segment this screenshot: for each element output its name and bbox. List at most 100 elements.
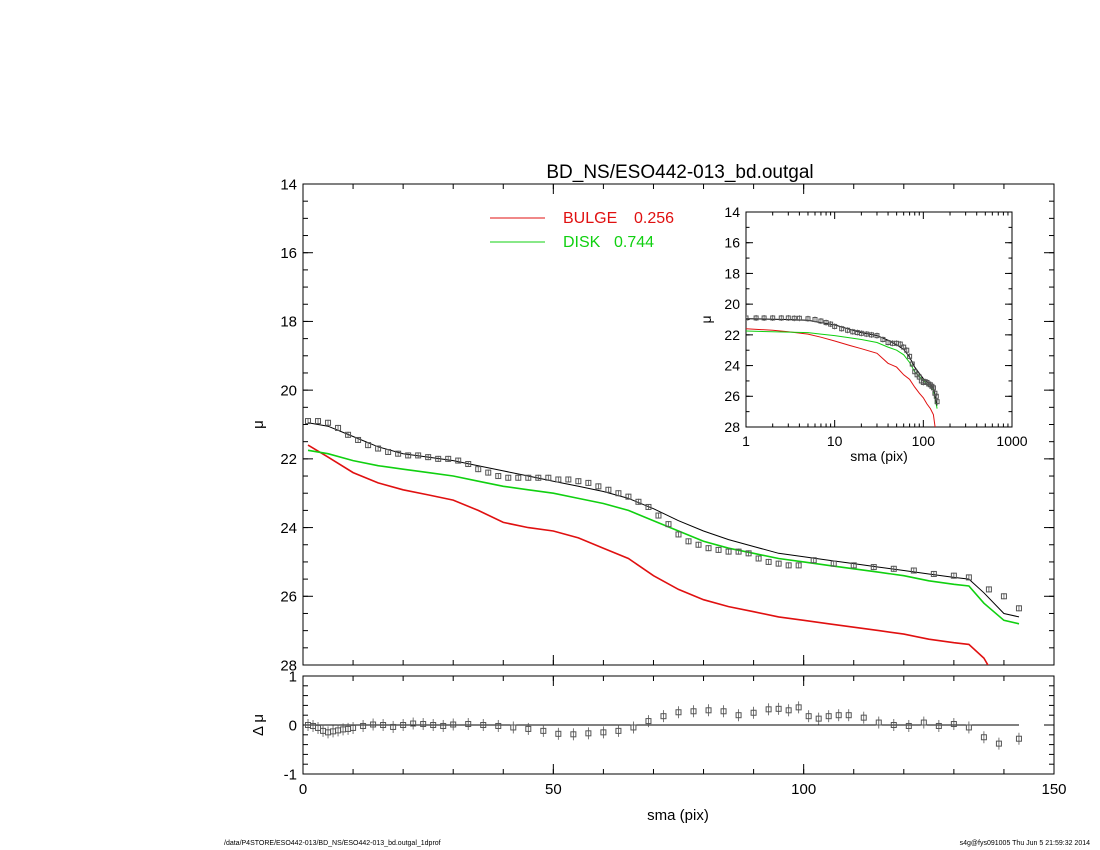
data-point [715, 546, 722, 553]
residual-point [835, 712, 842, 719]
data-point [810, 557, 817, 564]
plot-area [305, 418, 1022, 665]
data-point [985, 586, 992, 593]
plot-area [303, 701, 1022, 750]
data-point [933, 393, 939, 399]
residual-point [615, 727, 622, 734]
data-point [785, 562, 792, 569]
disk-line [307, 449, 1020, 625]
data-point [791, 315, 797, 321]
data-point [585, 479, 592, 486]
data-point [761, 315, 767, 321]
data-point [505, 474, 512, 481]
data-point [705, 545, 712, 552]
data-point [455, 457, 462, 464]
y-tick-label: 16 [280, 245, 297, 262]
residual-point [380, 722, 387, 728]
residual-point [555, 730, 562, 737]
residual-point [795, 704, 802, 711]
data-point [890, 565, 897, 572]
data-point [765, 558, 772, 565]
data-point [850, 329, 856, 335]
data-point [385, 448, 392, 455]
y-tick-label: 22 [280, 451, 297, 468]
residual-point [675, 709, 682, 716]
data-point [818, 318, 824, 324]
data-point [901, 344, 907, 350]
residual-point [390, 723, 397, 730]
data-point [950, 572, 957, 579]
data-point [435, 455, 442, 462]
residual-point [890, 722, 897, 728]
data-point [545, 474, 552, 481]
data-point [775, 560, 782, 567]
data-point [874, 333, 880, 339]
residual-point [1015, 735, 1022, 742]
data-point [685, 538, 692, 545]
data-point [595, 483, 602, 490]
y-tick-label: 26 [280, 589, 297, 606]
y-tick-label: 16 [724, 235, 740, 251]
footer-path: /data/P4STORE/ESO442-013/BD_NS/ESO442-01… [224, 840, 441, 847]
y-tick-label: 26 [724, 388, 740, 404]
plot-frame [302, 183, 1055, 666]
data-point [325, 419, 332, 426]
y-tick-label: 18 [724, 265, 740, 281]
residual-point [525, 725, 532, 732]
x-tick-label: 10 [827, 433, 843, 449]
residual-point [630, 724, 637, 731]
data-point [1015, 605, 1022, 612]
y-tick-label: 28 [280, 657, 297, 674]
residual-point [480, 722, 487, 728]
data-point [897, 341, 903, 347]
data-point [515, 474, 522, 481]
residual-point [805, 713, 812, 720]
residual-point [875, 719, 882, 726]
data-point [395, 450, 402, 457]
data-point [910, 567, 917, 574]
data-point [305, 418, 312, 425]
data-point [575, 478, 582, 485]
residual-point [705, 707, 712, 714]
data-point [909, 361, 915, 367]
residual-point [420, 721, 427, 728]
data-point [475, 466, 482, 473]
plot-area [746, 314, 940, 427]
data-point [745, 550, 752, 557]
y-tick-label: 18 [280, 314, 297, 331]
data-point [555, 476, 562, 483]
residual-point [735, 712, 742, 719]
data-point [615, 490, 622, 497]
chart-title: BD_NS/ESO442-013_bd.outgal [546, 162, 813, 183]
residual-point [360, 722, 367, 729]
data-point [425, 454, 432, 461]
total-line [307, 422, 1020, 618]
data-point [635, 498, 642, 505]
data-point [445, 455, 452, 462]
x-axis-label: sma (pix) [647, 807, 709, 824]
data-point [904, 347, 910, 353]
residual-point [660, 713, 667, 720]
data-point [795, 562, 802, 569]
data-point [796, 315, 802, 321]
data-point [695, 541, 702, 548]
residual-point [860, 714, 867, 721]
residual-point [370, 721, 377, 728]
data-point [665, 521, 672, 528]
data-point [839, 326, 845, 332]
inset-log-plot: 1 10 100 1000 14 16 18 20 22 24 26 28 μ sma (pix) [698, 204, 1028, 464]
residual-point [750, 709, 757, 716]
y-axis-label: μ [698, 315, 714, 323]
data-point [365, 442, 372, 449]
data-point [805, 316, 811, 322]
y-tick-label: 20 [724, 296, 740, 312]
data-point [850, 562, 857, 569]
residual-point [920, 719, 927, 726]
y-tick-label: 28 [724, 419, 740, 435]
data-point [565, 476, 572, 483]
data-point [375, 445, 382, 452]
residual-point [495, 722, 502, 729]
residual-point [720, 708, 727, 715]
residual-point [995, 740, 1002, 747]
